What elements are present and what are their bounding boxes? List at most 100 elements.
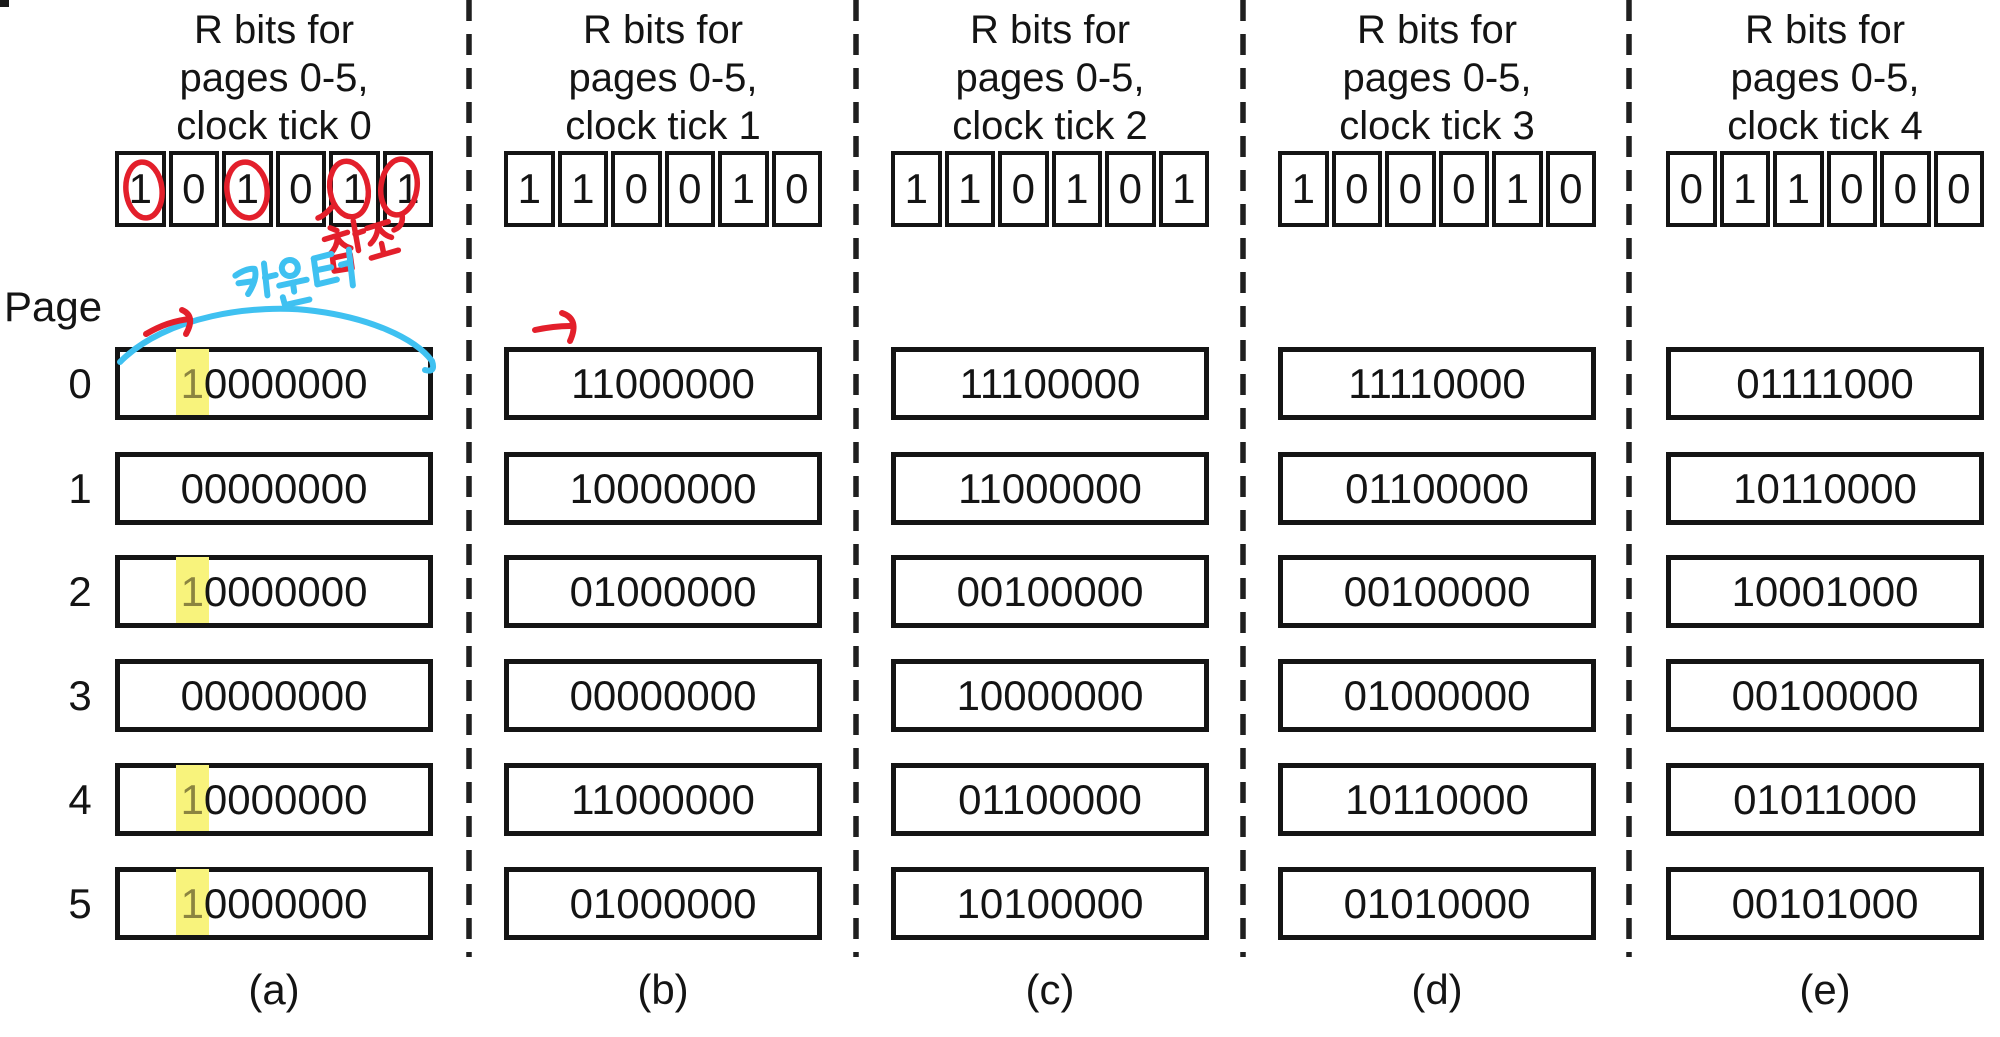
counter-rest-bits: 1111000 (1759, 359, 1914, 407)
counter-box-page-4: 11000000 (504, 763, 822, 836)
counter-first-bit: 1 (958, 464, 979, 512)
r-bit-cell: 1 (1158, 151, 1209, 227)
counter-box-page-0: 11100000 (891, 347, 1209, 420)
counter-box-page-2: 00100000 (1278, 555, 1596, 628)
counter-box-page-5: 10100000 (891, 867, 1209, 940)
page-row-number-0: 0 (68, 359, 92, 407)
counter-rest-bits: 1000000 (1366, 671, 1531, 719)
counter-box-page-5: 01010000 (1278, 867, 1596, 940)
column-b: R bits for pages 0-5, clock tick 1 1 1 0… (504, 0, 822, 1037)
counter-rest-bits: 0100000 (979, 879, 1144, 927)
r-bit-cell: 1 (1719, 151, 1770, 227)
r-bit-cell: 1 (1773, 151, 1824, 227)
counter-first-bit: 0 (1343, 671, 1367, 719)
counter-rest-bits: 1000000 (591, 359, 755, 407)
counter-rest-bits: 0110000 (1368, 775, 1529, 823)
counter-first-bit: 0 (180, 464, 204, 512)
r-bit-cell: 0 (1545, 151, 1596, 227)
counter-rest-bits: 1110000 (1368, 359, 1526, 407)
counter-first-bit: 1 (180, 775, 204, 823)
r-bit-cell: 1 (329, 151, 380, 227)
counter-first-bit: 0 (569, 879, 593, 927)
counter-box-page-4: 01011000 (1666, 763, 1984, 836)
page-row-number-5: 5 (68, 879, 92, 927)
counter-first-bit: 1 (1345, 775, 1369, 823)
r-bit-cell: 0 (1666, 151, 1717, 227)
r-bit-cell: 0 (1880, 151, 1931, 227)
counter-box-page-1: 01100000 (1278, 452, 1596, 525)
counter-box-page-5: 00101000 (1666, 867, 1984, 940)
column-e: R bits for pages 0-5, clock tick 4 0 1 1… (1666, 0, 1984, 1037)
counter-first-bit: 1 (956, 671, 980, 719)
counter-rest-bits: 0100000 (979, 567, 1144, 615)
counter-rest-bits: 1011000 (1756, 775, 1917, 823)
counter-first-bit: 0 (180, 671, 204, 719)
r-bit-cell: 0 (1438, 151, 1489, 227)
counter-box-page-5: 10000000 (115, 867, 433, 940)
counter-box-page-3: 10000000 (891, 659, 1209, 732)
counter-box-page-3: 01000000 (1278, 659, 1596, 732)
r-bit-cell: 0 (1331, 151, 1382, 227)
r-bit-cell: 1 (504, 151, 555, 227)
r-bit-cell: 1 (1278, 151, 1329, 227)
counter-box-page-4: 01100000 (891, 763, 1209, 836)
counter-first-bit: 0 (1343, 567, 1367, 615)
column-d-r-bits-row: 1 0 0 0 1 0 (1278, 151, 1596, 227)
column-a-title: R bits for pages 0-5, clock tick 0 (176, 8, 372, 148)
counter-rest-bits: 1100000 (979, 359, 1141, 407)
counter-rest-bits: 1100000 (1368, 464, 1529, 512)
column-b-title: R bits for pages 0-5, clock tick 1 (565, 8, 761, 148)
counter-first-bit: 0 (569, 567, 593, 615)
counter-box-page-4: 10110000 (1278, 763, 1596, 836)
r-bit-cell: 1 (944, 151, 995, 227)
counter-first-bit: 0 (569, 671, 593, 719)
r-bit-cell: 0 (1105, 151, 1156, 227)
column-c-label: (c) (1025, 966, 1075, 1013)
page-row-number-4: 4 (68, 775, 92, 823)
counter-first-bit: 1 (959, 359, 980, 407)
counter-rest-bits: 0000000 (203, 567, 368, 615)
counter-first-bit: 0 (956, 567, 980, 615)
counter-first-bit: 1 (180, 879, 204, 927)
r-bit-cell: 0 (1385, 151, 1436, 227)
yellow-highlight-mark (176, 765, 209, 831)
counter-first-bit: 0 (1733, 775, 1757, 823)
counter-box-page-3: 00000000 (504, 659, 822, 732)
counter-rest-bits: 0110000 (1756, 464, 1917, 512)
counter-box-page-0: 11000000 (504, 347, 822, 420)
counter-box-page-4: 10000000 (115, 763, 433, 836)
page-row-number-3: 3 (68, 671, 92, 719)
r-bit-cell: 1 (115, 151, 166, 227)
r-bit-cell: 0 (771, 151, 822, 227)
counter-first-bit: 0 (1345, 464, 1369, 512)
counter-first-bit: 1 (571, 359, 592, 407)
screenshot-corner-artifact (0, 0, 9, 7)
counter-rest-bits: 0100000 (1754, 671, 1919, 719)
column-b-r-bits-row: 1 1 0 0 1 0 (504, 151, 822, 227)
r-bit-cell: 1 (1051, 151, 1102, 227)
counter-rest-bits: 0100000 (1366, 567, 1531, 615)
counter-box-page-2: 01000000 (504, 555, 822, 628)
r-bit-cell: 1 (891, 151, 942, 227)
r-bit-cell: 1 (1492, 151, 1543, 227)
counter-first-bit: 1 (1731, 567, 1755, 615)
column-e-title: R bits for pages 0-5, clock tick 4 (1727, 8, 1923, 148)
column-d-title: R bits for pages 0-5, clock tick 3 (1339, 8, 1535, 148)
counter-rest-bits: 0000000 (203, 671, 368, 719)
column-b-label: (b) (637, 966, 689, 1013)
column-a-r-bits-row: 1 0 1 0 1 1 (115, 151, 433, 227)
r-bit-cell: 0 (1933, 151, 1984, 227)
counter-rest-bits: 0001000 (1754, 567, 1919, 615)
counter-box-page-3: 00000000 (115, 659, 433, 732)
yellow-highlight-mark (176, 557, 209, 623)
counter-first-bit: 0 (1343, 879, 1367, 927)
column-d-label: (d) (1411, 966, 1463, 1013)
counter-rest-bits: 0000000 (979, 671, 1144, 719)
counter-box-page-1: 11000000 (891, 452, 1209, 525)
counter-rest-bits: 0000000 (592, 671, 757, 719)
counter-first-bit: 1 (180, 359, 204, 407)
counter-first-bit: 0 (1736, 359, 1760, 407)
counter-box-page-2: 00100000 (891, 555, 1209, 628)
counter-rest-bits: 0000000 (203, 775, 368, 823)
